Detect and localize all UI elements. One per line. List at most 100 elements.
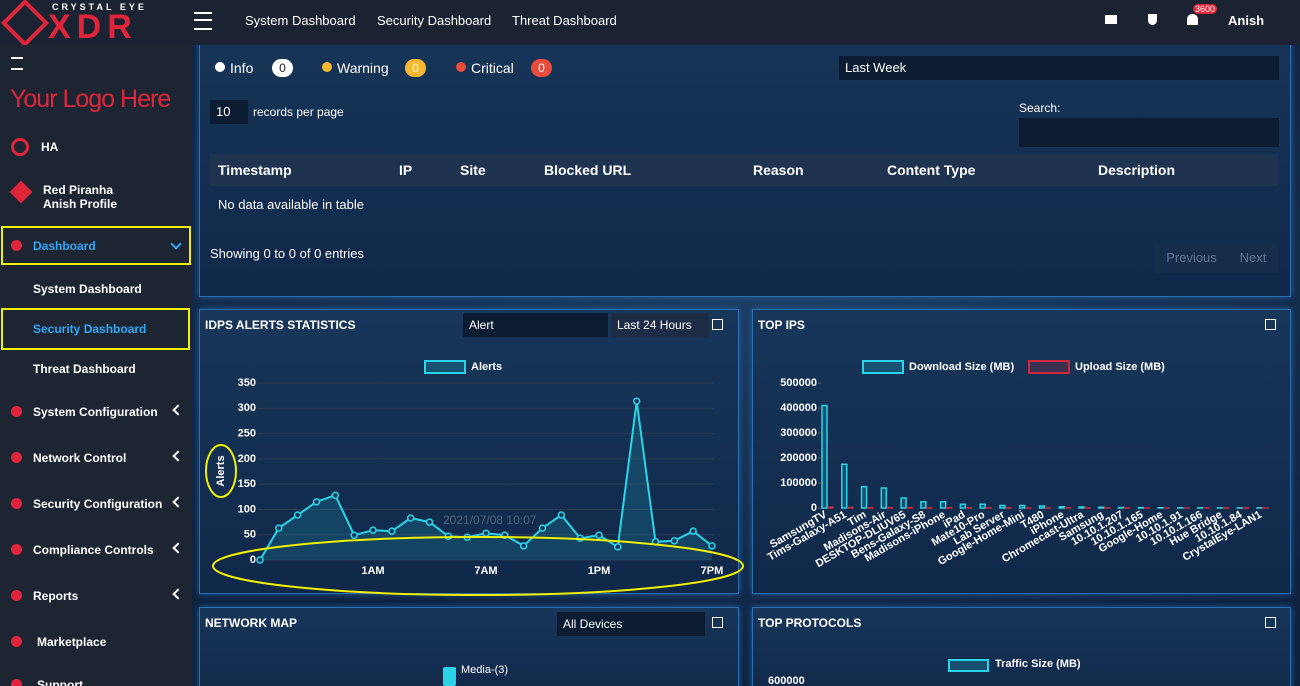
highlight-box <box>1 308 190 350</box>
nav-icon <box>11 636 22 647</box>
column-header[interactable]: IP <box>399 162 413 178</box>
nav-item[interactable]: System Dashboard <box>33 282 142 296</box>
top-protocols-panel <box>752 607 1291 686</box>
panel-title: TOP PROTOCOLS <box>758 616 862 630</box>
level-label: Critical <box>471 60 514 76</box>
filter-select[interactable]: Alert <box>463 313 608 337</box>
top-nav-item[interactable]: System Dashboard <box>245 13 356 28</box>
bar <box>999 504 1006 509</box>
point <box>708 542 716 550</box>
legend-label: Traffic Size (MB) <box>995 658 1081 670</box>
bell-icon[interactable] <box>1187 14 1198 25</box>
nav-item[interactable]: Dashboard <box>33 239 96 253</box>
point <box>482 529 490 537</box>
nav-icon <box>11 452 22 463</box>
range-select[interactable]: Last Week <box>839 56 1279 80</box>
level-label: Warning <box>337 60 389 76</box>
menu-toggle[interactable] <box>194 12 212 30</box>
x-tick-label: 7AM <box>474 565 497 577</box>
y-tick-label: 200 <box>238 453 256 465</box>
y-tick-label: 500000 <box>780 377 817 389</box>
mail-icon[interactable] <box>1105 15 1117 24</box>
expand-icon[interactable] <box>712 617 723 628</box>
column-header[interactable]: Description <box>1098 162 1176 178</box>
nav-item[interactable]: Network Control <box>33 451 127 465</box>
legend-label: Download Size (MB) <box>909 361 1014 373</box>
bar <box>880 487 888 509</box>
user-name[interactable]: Anish <box>1228 13 1265 28</box>
panel-title: IDPS ALERTS STATISTICS <box>205 318 356 332</box>
prev-button[interactable]: Previous <box>1155 243 1228 273</box>
point <box>670 537 679 545</box>
nav-icon <box>11 498 22 509</box>
shield-icon[interactable] <box>1148 14 1157 25</box>
top-ips-panel <box>752 309 1291 594</box>
bar <box>939 501 947 509</box>
column-header[interactable]: Site <box>460 162 486 178</box>
panel-title: TOP IPS <box>758 318 805 332</box>
bar <box>821 404 828 509</box>
brand-product: XDR <box>48 8 138 46</box>
point <box>293 511 302 519</box>
legend-swatch <box>1028 360 1070 374</box>
nav-item[interactable]: Threat Dashboard <box>33 362 136 376</box>
nav-icon <box>11 679 22 686</box>
bar <box>841 463 848 509</box>
range-select[interactable]: Last 24 Hours <box>611 313 709 337</box>
filter-select[interactable]: All Devices <box>557 612 705 636</box>
column-header[interactable]: Reason <box>753 162 804 178</box>
bar <box>860 486 868 509</box>
annotation-ellipse <box>212 536 744 596</box>
ha-label[interactable]: HA <box>41 140 59 154</box>
top-nav-item[interactable]: Threat Dashboard <box>512 13 617 28</box>
bar <box>1078 506 1085 509</box>
point <box>519 542 528 550</box>
point <box>331 491 340 500</box>
level-icon <box>456 62 466 72</box>
nav-item[interactable]: Marketplace <box>37 635 107 649</box>
showing-info: Showing 0 to 0 of 0 entries <box>210 246 364 261</box>
next-button[interactable]: Next <box>1228 243 1278 273</box>
search-input[interactable] <box>1019 118 1279 147</box>
tooltip: 2021/07/08 10:07 <box>443 513 537 527</box>
level-label: Info <box>230 60 254 76</box>
point <box>256 556 264 564</box>
point <box>632 397 641 405</box>
point <box>350 531 358 539</box>
sidebar <box>0 45 192 686</box>
records-select[interactable]: 10 <box>210 100 248 124</box>
expand-icon[interactable] <box>1265 617 1276 628</box>
brand-tagline: CRYSTAL EYE <box>52 2 147 12</box>
table-header <box>210 154 1278 186</box>
point <box>369 526 377 534</box>
nav-item[interactable]: Support <box>37 678 83 686</box>
nav-item[interactable]: Compliance Controls <box>33 543 154 557</box>
nav-item[interactable]: Security Dashboard <box>33 322 147 336</box>
nav-item[interactable]: Security Configuration <box>33 497 163 511</box>
top-nav-item[interactable]: Security Dashboard <box>377 13 492 28</box>
point <box>689 527 697 535</box>
nav-item[interactable]: Reports <box>33 589 79 603</box>
x-tick-label: 1PM <box>588 565 611 577</box>
level-icon <box>322 62 332 72</box>
column-header[interactable]: Blocked URL <box>544 162 632 178</box>
bar <box>1038 505 1046 509</box>
point <box>275 524 283 532</box>
sidebar-toggle[interactable] <box>11 57 23 70</box>
profile-name: Red Piranha <box>43 183 114 197</box>
node-icon[interactable] <box>443 667 456 686</box>
point <box>406 514 415 522</box>
y-tick-label: 300 <box>238 402 256 414</box>
expand-icon[interactable] <box>1265 319 1276 330</box>
expand-icon[interactable] <box>712 319 723 330</box>
highlight-box <box>1 226 191 265</box>
column-header[interactable]: Content Type <box>887 162 976 178</box>
nav-icon <box>11 406 22 417</box>
nav-item[interactable]: System Configuration <box>33 405 158 419</box>
bar <box>1058 506 1066 509</box>
column-header[interactable]: Timestamp <box>218 162 292 178</box>
node-label: Media-(3) <box>461 664 509 676</box>
records-label: records per page <box>253 105 344 119</box>
